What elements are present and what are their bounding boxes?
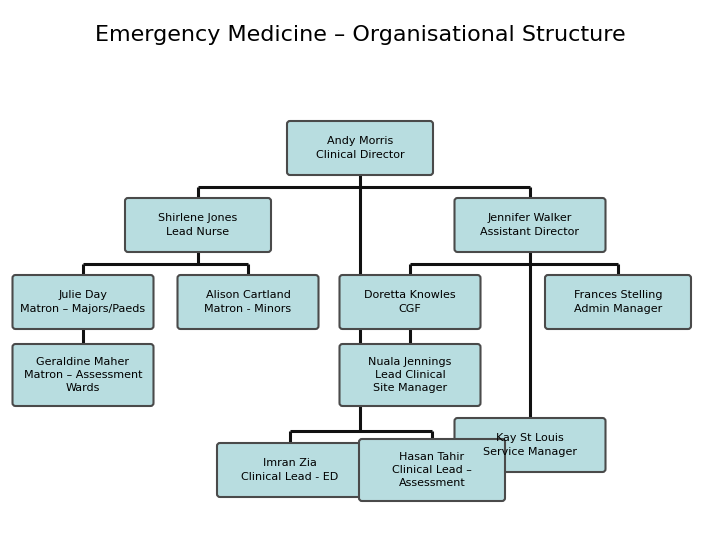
FancyBboxPatch shape xyxy=(359,439,505,501)
Text: Kay St Louis
Service Manager: Kay St Louis Service Manager xyxy=(483,434,577,457)
FancyBboxPatch shape xyxy=(12,344,153,406)
Text: Jennifer Walker
Assistant Director: Jennifer Walker Assistant Director xyxy=(480,213,580,237)
Text: Frances Stelling
Admin Manager: Frances Stelling Admin Manager xyxy=(574,291,662,314)
FancyBboxPatch shape xyxy=(12,275,153,329)
Text: Andy Morris
Clinical Director: Andy Morris Clinical Director xyxy=(315,137,405,160)
Text: Imran Zia
Clinical Lead - ED: Imran Zia Clinical Lead - ED xyxy=(241,458,338,482)
FancyBboxPatch shape xyxy=(178,275,318,329)
FancyBboxPatch shape xyxy=(217,443,363,497)
FancyBboxPatch shape xyxy=(340,344,480,406)
Text: Alison Cartland
Matron - Minors: Alison Cartland Matron - Minors xyxy=(204,291,292,314)
FancyBboxPatch shape xyxy=(287,121,433,175)
Text: Doretta Knowles
CGF: Doretta Knowles CGF xyxy=(364,291,456,314)
FancyBboxPatch shape xyxy=(454,418,606,472)
Text: Emergency Medicine – Organisational Structure: Emergency Medicine – Organisational Stru… xyxy=(95,25,625,45)
FancyBboxPatch shape xyxy=(454,198,606,252)
Text: Shirlene Jones
Lead Nurse: Shirlene Jones Lead Nurse xyxy=(158,213,238,237)
FancyBboxPatch shape xyxy=(340,275,480,329)
Text: Hasan Tahir
Clinical Lead –
Assessment: Hasan Tahir Clinical Lead – Assessment xyxy=(392,452,472,488)
FancyBboxPatch shape xyxy=(545,275,691,329)
FancyBboxPatch shape xyxy=(125,198,271,252)
Text: Julie Day
Matron – Majors/Paeds: Julie Day Matron – Majors/Paeds xyxy=(20,291,145,314)
Text: Nuala Jennings
Lead Clinical
Site Manager: Nuala Jennings Lead Clinical Site Manage… xyxy=(369,357,451,393)
Text: Geraldine Maher
Matron – Assessment
Wards: Geraldine Maher Matron – Assessment Ward… xyxy=(24,357,143,393)
